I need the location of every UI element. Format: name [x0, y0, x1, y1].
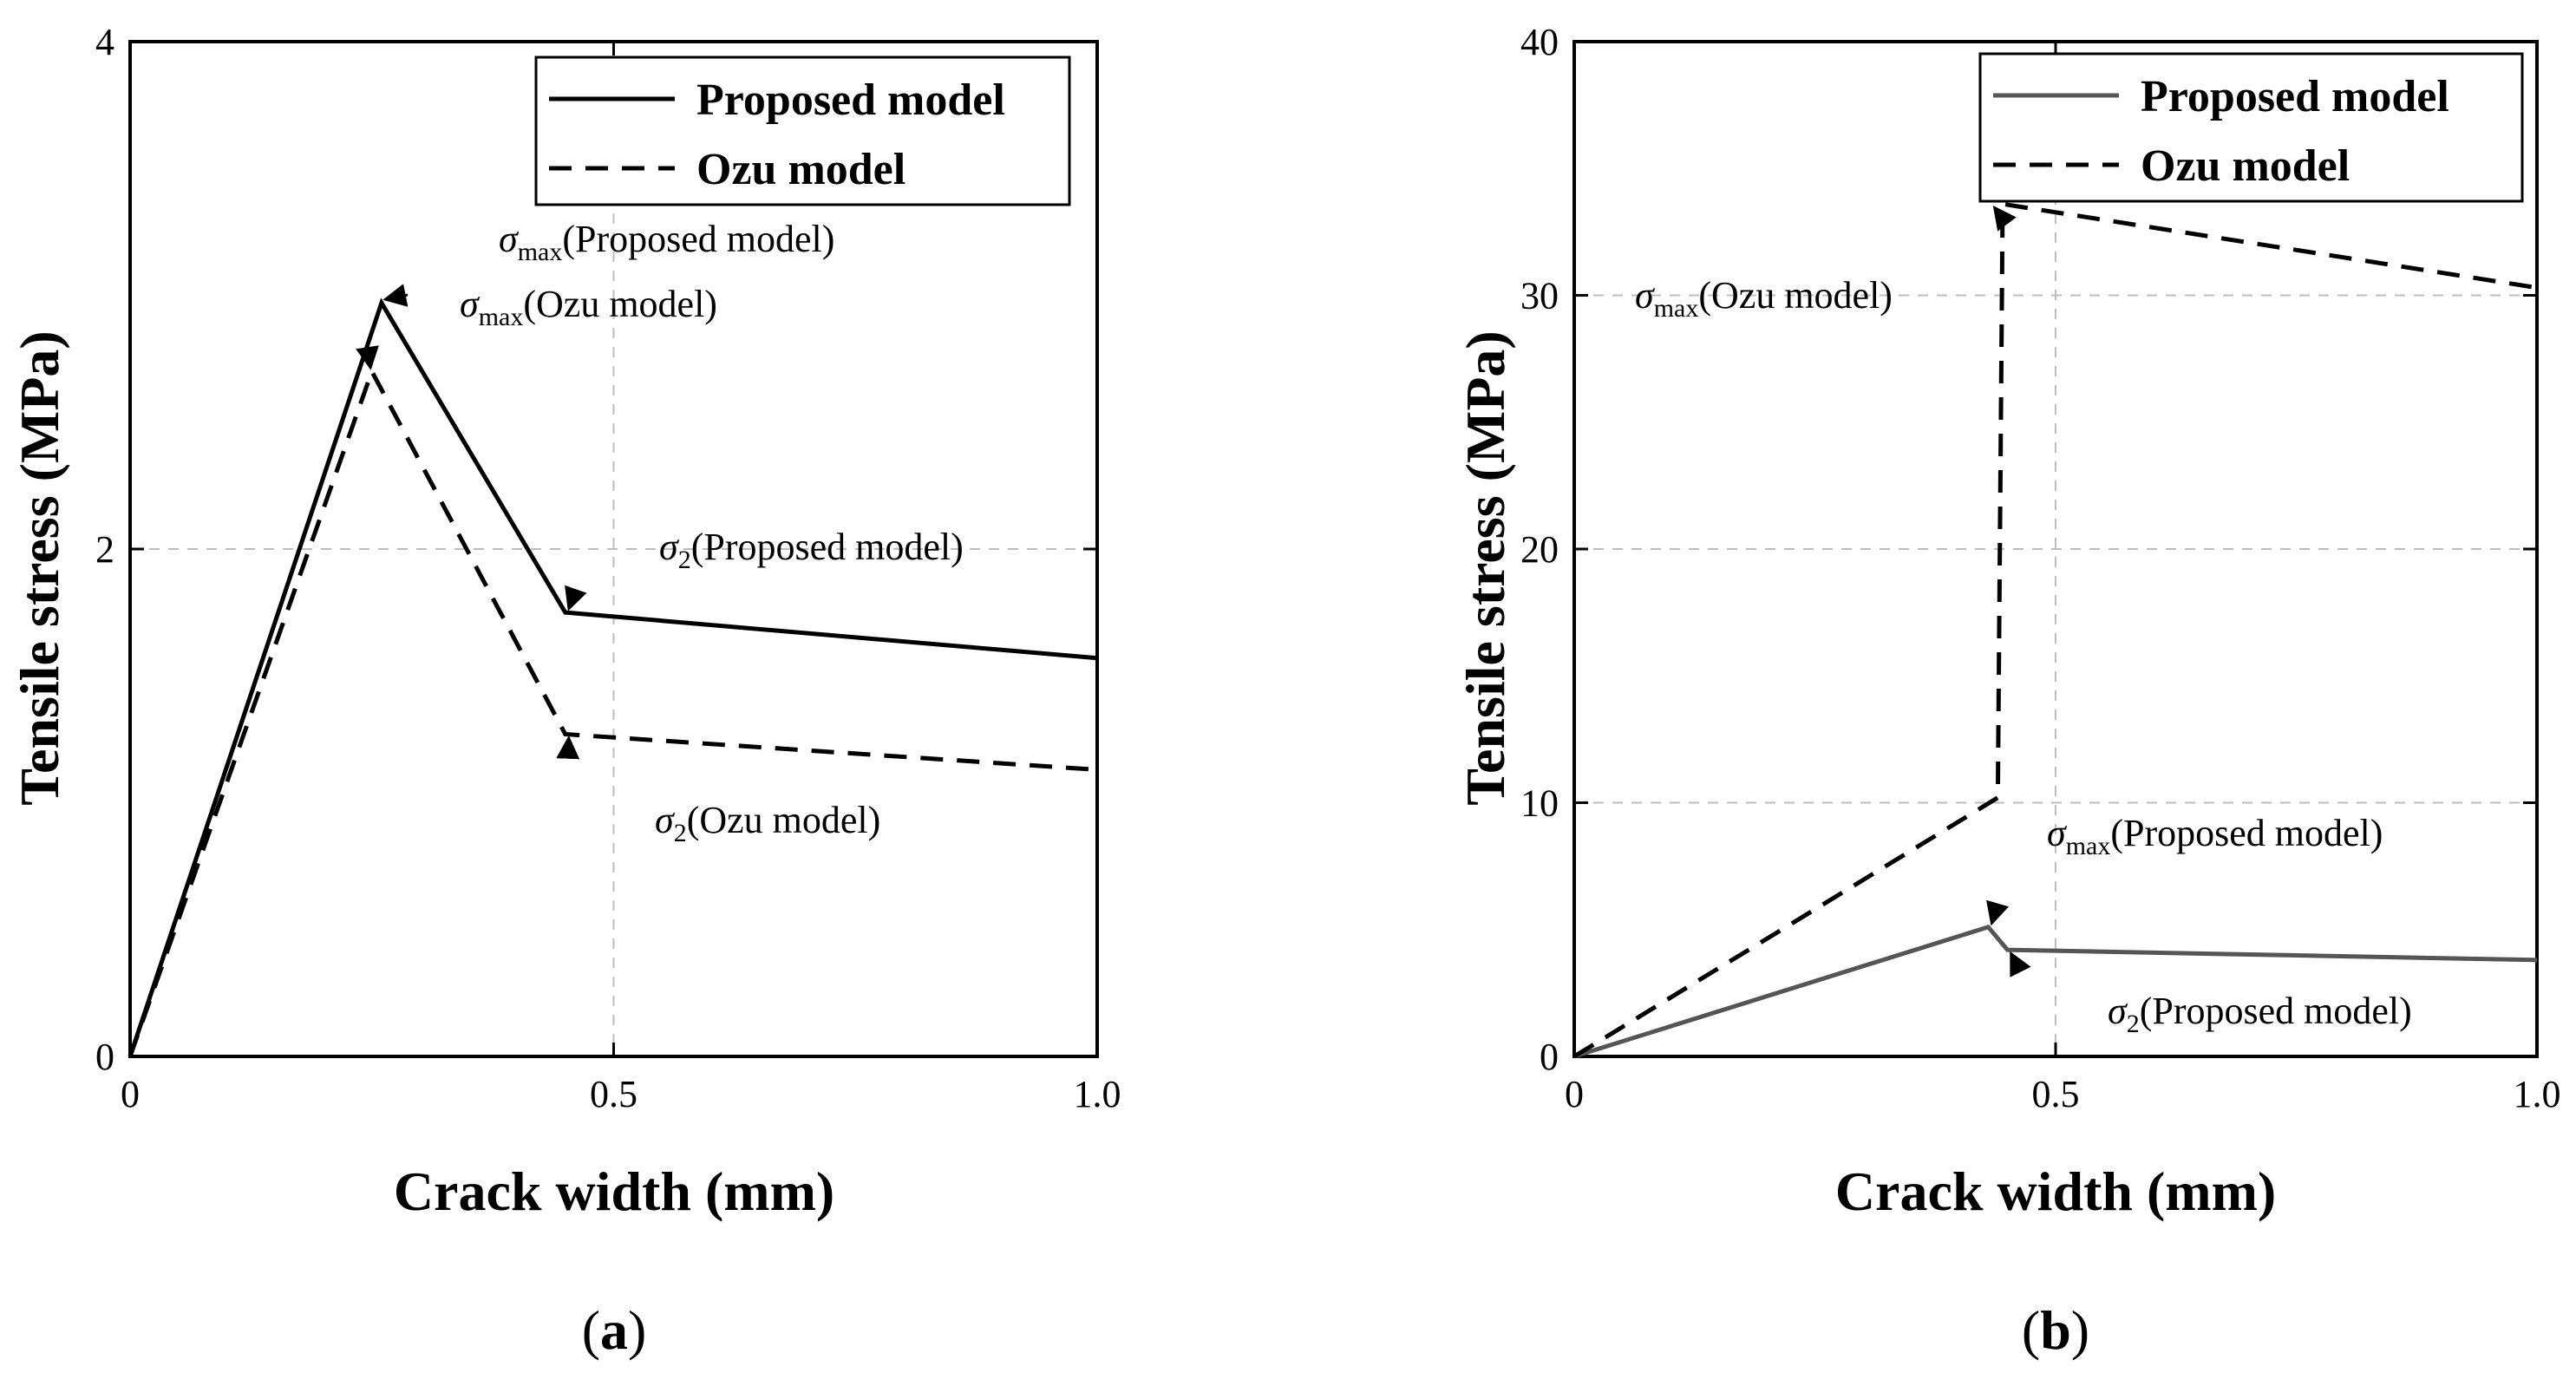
x-tick-label: 1.0 — [2514, 1073, 2561, 1115]
annotation-arrow — [1986, 899, 2010, 926]
x-tick-label: 0 — [1565, 1073, 1584, 1115]
annotation-label: σ2(Ozu model) — [655, 799, 880, 847]
x-axis-title: Crack width (mm) — [394, 1160, 834, 1222]
chart-panel-b: 0 0.5 1.0 0 10 20 30 40 Proposed model Ozu model σ… — [1455, 21, 2561, 1361]
legend-entry: Ozu model — [2141, 141, 2350, 191]
y-tick-label: 0 — [1540, 1036, 1559, 1078]
annotation-arrow — [1992, 206, 2017, 232]
series-line-ozu-model — [127, 366, 1098, 1057]
annotation-arrow — [2010, 951, 2031, 977]
y-tick-label: 10 — [1520, 782, 1559, 825]
chart-panel-a: 0 0.5 1.0 0 2 4 Proposed model Ozu model σmax(Pr… — [9, 21, 1121, 1361]
annotation-arrow — [556, 735, 580, 760]
y-tick-label: 30 — [1520, 275, 1559, 317]
y-tick-label: 40 — [1520, 21, 1559, 63]
series-line-proposed-model — [1573, 924, 2538, 1059]
y-axis-title: Tensile stress (MPa) — [9, 330, 70, 806]
legend-entry: Proposed model — [2141, 72, 2449, 121]
x-tick-label: 0 — [121, 1073, 140, 1115]
annotation-label: σmax(Proposed model) — [499, 218, 834, 266]
annotation-label: σmax(Proposed model) — [2047, 812, 2383, 860]
annotation-label: σ2(Proposed model) — [2108, 990, 2412, 1038]
series-line-proposed-model — [127, 297, 1098, 1057]
legend-box — [534, 56, 1071, 206]
annotation-arrow — [565, 585, 587, 611]
legend-entry: Ozu model — [696, 145, 906, 194]
series-line-ozu-model — [1572, 201, 2538, 1059]
y-tick-label: 4 — [95, 21, 114, 63]
annotation-arrow — [382, 284, 409, 307]
legend-box — [1978, 52, 2524, 203]
x-axis-title: Crack width (mm) — [1835, 1160, 2276, 1222]
x-tick-label: 0.5 — [2032, 1073, 2080, 1115]
annotation-label: σmax(Ozu model) — [460, 283, 717, 331]
y-tick-label: 20 — [1520, 528, 1559, 571]
y-tick-label: 2 — [95, 528, 114, 571]
annotation-label: σmax(Ozu model) — [1635, 274, 1893, 323]
x-tick-label: 1.0 — [1074, 1073, 1121, 1115]
y-tick-label: 0 — [95, 1036, 114, 1078]
y-axis-title: Tensile stress (MPa) — [1455, 330, 1516, 806]
x-tick-label: 0.5 — [590, 1073, 637, 1115]
annotation-label: σ2(Proposed model) — [659, 526, 964, 574]
panel-label: (a) — [582, 1299, 647, 1361]
legend-entry: Proposed model — [696, 75, 1005, 125]
annotation-arrow — [356, 345, 379, 370]
panel-label: (b) — [2022, 1299, 2089, 1361]
